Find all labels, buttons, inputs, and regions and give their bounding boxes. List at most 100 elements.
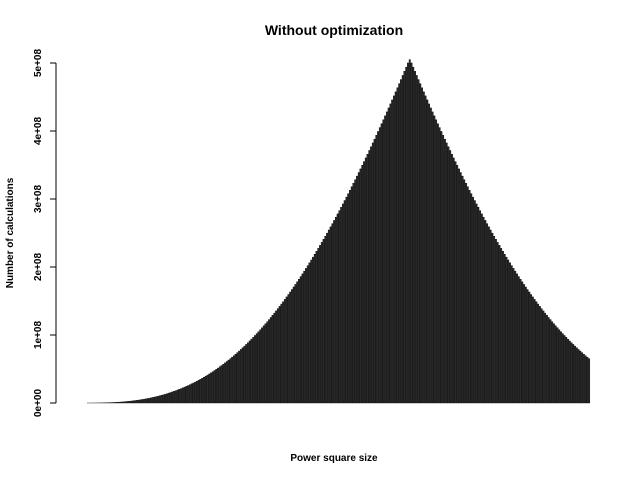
bar <box>459 172 462 404</box>
bar <box>579 350 582 404</box>
bar <box>259 329 262 404</box>
bar <box>298 278 300 404</box>
bar <box>445 142 448 404</box>
bar <box>236 352 239 404</box>
bar <box>512 268 515 404</box>
bar <box>262 325 265 404</box>
bar <box>357 172 360 404</box>
bar <box>477 207 480 404</box>
bar <box>389 103 392 404</box>
bar <box>542 310 545 404</box>
bar <box>530 294 532 404</box>
bar <box>458 168 460 404</box>
bar <box>373 138 376 404</box>
bar <box>287 294 290 404</box>
bar <box>568 340 571 404</box>
bar <box>116 402 119 404</box>
bar <box>336 213 339 404</box>
bar <box>261 327 263 404</box>
bar <box>394 91 397 404</box>
bar <box>248 340 251 404</box>
bar <box>414 71 416 404</box>
bar <box>352 182 355 404</box>
bar <box>252 337 255 404</box>
bar <box>528 291 531 404</box>
bar <box>227 359 230 404</box>
bar <box>129 400 132 404</box>
bar <box>523 284 525 404</box>
bar <box>516 273 518 404</box>
bar <box>561 333 564 404</box>
bar <box>310 259 313 404</box>
bar <box>370 146 372 404</box>
bar <box>510 265 513 404</box>
bar <box>141 399 144 404</box>
bar <box>306 265 309 404</box>
bar <box>366 153 369 404</box>
bar <box>123 401 126 404</box>
bar <box>524 286 527 404</box>
bar <box>565 337 568 404</box>
bar <box>547 317 550 404</box>
bar <box>181 387 184 404</box>
bar <box>138 399 140 404</box>
bar <box>305 268 307 404</box>
bar <box>174 390 177 404</box>
bar <box>558 329 561 404</box>
bar <box>449 150 452 404</box>
y-axis: 0e+00 1e+08 2e+08 3e+08 4e+08 5e+08 <box>33 49 57 417</box>
bar <box>206 374 209 404</box>
bar <box>465 182 467 404</box>
bar <box>152 397 154 404</box>
bar <box>567 338 569 404</box>
bar <box>553 323 555 404</box>
bar <box>363 161 365 404</box>
bar <box>132 400 135 404</box>
bar <box>224 362 226 404</box>
bar <box>505 256 508 404</box>
bar <box>254 335 256 404</box>
bar <box>331 223 334 404</box>
bar <box>215 369 218 404</box>
bar <box>438 127 441 404</box>
bar <box>338 210 341 404</box>
bar <box>203 377 205 404</box>
bar <box>278 306 281 404</box>
bar <box>428 103 430 404</box>
bar <box>354 179 357 404</box>
bar <box>368 150 371 404</box>
bar <box>519 278 522 404</box>
bar <box>127 401 130 404</box>
bar <box>364 157 367 404</box>
bar <box>308 262 311 404</box>
bar <box>312 256 314 404</box>
bar <box>320 242 323 404</box>
bar <box>401 75 404 404</box>
bar <box>143 398 146 404</box>
bar <box>255 333 258 404</box>
bar <box>169 392 172 404</box>
bar <box>412 66 415 404</box>
bar <box>387 107 390 404</box>
bar <box>503 254 506 404</box>
bar <box>264 323 267 404</box>
bar <box>232 355 235 404</box>
bar <box>575 347 578 404</box>
bar <box>229 358 232 404</box>
bar <box>538 306 541 404</box>
bar <box>171 391 174 404</box>
bar <box>491 232 494 404</box>
bar <box>588 358 591 404</box>
bar <box>546 315 548 404</box>
bar <box>391 99 394 404</box>
bar <box>213 370 216 404</box>
y-tick-label: 3e+08 <box>33 185 44 214</box>
bar <box>145 398 147 404</box>
bar <box>574 345 576 404</box>
bar <box>495 239 497 404</box>
bar <box>208 373 211 404</box>
bar <box>509 262 511 404</box>
y-tick-label: 1e+08 <box>33 321 44 350</box>
bar <box>162 394 165 404</box>
bar <box>247 342 249 404</box>
